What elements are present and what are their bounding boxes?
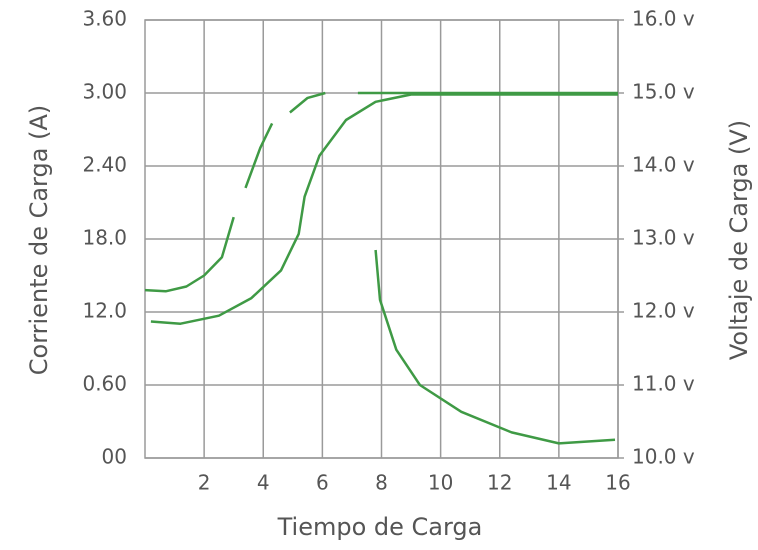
y2-axis-title: Voltaje de Carga (V) xyxy=(725,120,753,360)
y2-tick-label: 14.0 v xyxy=(632,153,695,177)
data-line xyxy=(374,249,616,445)
x-tick-label: 10 xyxy=(428,471,453,495)
x-tick-label: 4 xyxy=(257,471,270,495)
x-tick-label: 14 xyxy=(546,471,571,495)
y-axis-title: Corriente de Carga (A) xyxy=(25,105,53,375)
y-tick-label: 0.60 xyxy=(82,372,127,396)
y2-tick-label: 11.0 v xyxy=(632,372,695,396)
y2-tick-label: 16.0 v xyxy=(632,7,695,31)
x-tick-label: 12 xyxy=(487,471,512,495)
y-tick-label: 00 xyxy=(102,445,127,469)
y-tick-label: 3.60 xyxy=(82,7,127,31)
y2-tick-label: 13.0 v xyxy=(632,226,695,250)
y-tick-label: 18.0 xyxy=(82,226,127,250)
x-tick-label: 6 xyxy=(316,471,329,495)
data-line xyxy=(144,91,618,293)
y-tick-label: 2.40 xyxy=(82,153,127,177)
x-axis-title: Tiempo de Carga xyxy=(277,513,483,541)
y2-tick-label: 15.0 v xyxy=(632,80,695,104)
y2-tick-label: 12.0 v xyxy=(632,299,695,323)
y-tick-label: 12.0 xyxy=(82,299,127,323)
y-tick-label: 3.00 xyxy=(82,80,127,104)
data-line xyxy=(150,93,618,325)
x-tick-label: 8 xyxy=(375,471,388,495)
x-tick-label: 16 xyxy=(605,471,630,495)
y2-tick-label: 10.0 v xyxy=(632,445,695,469)
x-tick-label: 2 xyxy=(198,471,211,495)
